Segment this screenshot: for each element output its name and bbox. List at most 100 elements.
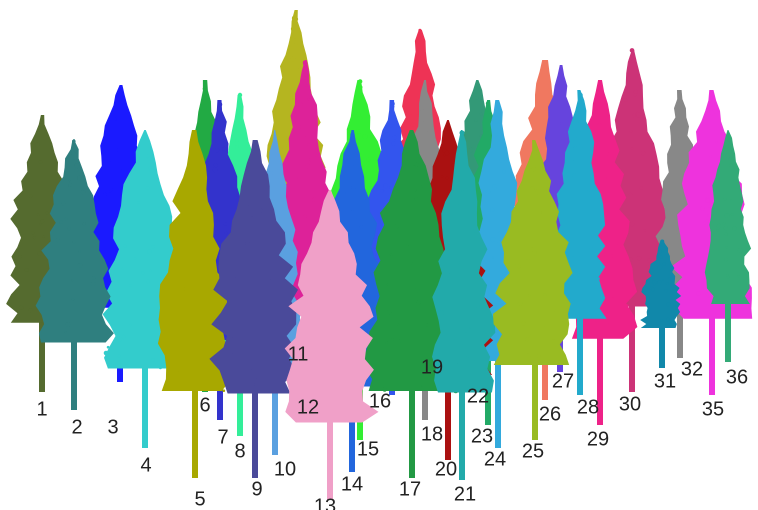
point-speckle: [113, 117, 117, 121]
point-speckle: [303, 60, 307, 64]
point-speckle: [68, 183, 72, 187]
point-speckle: [576, 110, 579, 113]
point-speckle: [653, 283, 656, 286]
point-speckle: [29, 195, 32, 198]
point-speckle: [672, 305, 676, 309]
point-speckle: [631, 52, 634, 55]
tree-label: 3: [107, 416, 118, 438]
point-speckle: [304, 66, 306, 68]
point-speckle: [312, 359, 314, 361]
point-speckle: [253, 168, 256, 171]
point-speckle: [18, 255, 21, 258]
point-speckle: [595, 319, 599, 323]
point-speckle: [291, 27, 295, 31]
point-speckle: [240, 122, 242, 124]
point-speckle: [591, 316, 593, 318]
point-speckle: [418, 33, 423, 38]
tree-label: 24: [484, 448, 506, 470]
point-speckle: [212, 269, 216, 273]
point-speckle: [573, 146, 577, 150]
point-speckle: [366, 381, 369, 384]
point-speckle: [561, 139, 565, 143]
point-speckle: [297, 175, 301, 179]
point-speckle: [573, 160, 577, 164]
point-speckle: [362, 134, 367, 139]
point-speckle: [741, 268, 744, 271]
tree-label: 19: [421, 356, 443, 378]
point-speckle: [110, 188, 113, 191]
point-speckle: [446, 127, 450, 131]
point-speckle: [461, 190, 463, 192]
point-speckle: [68, 179, 70, 181]
point-speckle: [202, 193, 206, 197]
point-speckle: [725, 233, 728, 236]
point-speckle: [415, 69, 420, 74]
point-speckle: [223, 147, 226, 150]
point-speckle: [386, 283, 388, 285]
point-speckle: [311, 311, 316, 316]
point-speckle: [554, 309, 556, 311]
point-speckle: [146, 186, 150, 190]
point-speckle: [542, 131, 545, 134]
point-speckle: [480, 113, 483, 116]
point-speckle: [78, 250, 81, 253]
point-speckle: [345, 192, 347, 194]
point-speckle: [675, 232, 678, 235]
point-speckle: [250, 216, 254, 220]
point-speckle: [557, 119, 561, 123]
point-speckle: [390, 104, 395, 109]
point-speckle: [272, 269, 276, 273]
point-speckle: [597, 259, 600, 262]
point-speckle: [92, 277, 95, 280]
point-speckle: [631, 60, 634, 63]
point-speckle: [599, 88, 602, 91]
point-speckle: [254, 383, 257, 386]
point-speckle: [358, 85, 362, 89]
point-speckle: [278, 176, 281, 179]
point-speckle: [393, 136, 397, 140]
point-speckle: [597, 123, 602, 128]
point-speckle: [679, 100, 681, 102]
point-speckle: [253, 150, 256, 153]
tree-label: 36: [726, 366, 748, 388]
tree-label: 12: [297, 396, 319, 418]
point-speckle: [634, 90, 638, 94]
point-speckle: [287, 112, 291, 116]
tree-label: 6: [199, 394, 210, 416]
point-speckle: [120, 165, 125, 170]
point-speckle: [668, 277, 670, 279]
tree-label: 1: [36, 398, 47, 420]
point-speckle: [545, 86, 549, 90]
point-speckle: [326, 208, 329, 211]
tree-label: 5: [194, 488, 205, 510]
point-speckle: [29, 309, 33, 313]
point-speckle: [159, 366, 162, 369]
point-speckle: [572, 256, 574, 258]
point-speckle: [490, 237, 495, 242]
point-speckle: [215, 336, 217, 338]
point-speckle: [203, 286, 207, 290]
tree-label: 2: [71, 416, 82, 438]
point-speckle: [200, 176, 203, 179]
point-speckle: [358, 79, 362, 83]
point-speckle: [238, 93, 242, 97]
point-speckle: [64, 331, 66, 333]
point-speckle: [357, 112, 361, 116]
point-speckle: [632, 113, 636, 117]
point-speckle: [81, 190, 86, 195]
point-speckle: [306, 118, 309, 121]
point-speckle: [222, 389, 225, 392]
point-speckle: [40, 223, 42, 225]
point-speckle: [205, 318, 207, 320]
point-speckle: [639, 186, 643, 190]
point-speckle: [724, 226, 728, 230]
point-speckle: [730, 157, 733, 160]
point-speckle: [354, 236, 357, 239]
point-speckle: [723, 222, 726, 225]
point-speckle: [474, 357, 478, 361]
point-speckle: [203, 232, 207, 236]
point-speckle: [235, 139, 239, 143]
tree-label: 26: [539, 403, 561, 425]
point-speckle: [189, 158, 193, 162]
point-speckle: [349, 308, 353, 312]
